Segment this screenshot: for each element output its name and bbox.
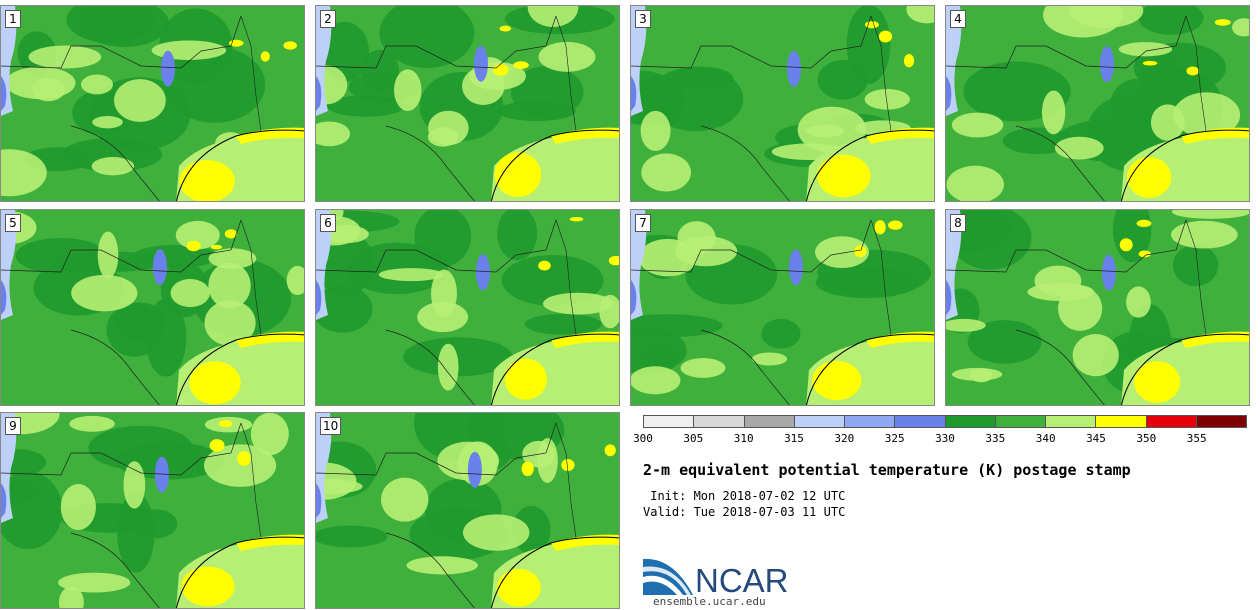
stamp-panel-3: 3 bbox=[630, 5, 935, 202]
stamp-map bbox=[1, 210, 304, 405]
stamp-panel-2: 2 bbox=[315, 5, 620, 202]
colorbar-tick-label: 335 bbox=[985, 432, 1006, 445]
colorbar-segment bbox=[945, 416, 996, 427]
colorbar-tick-label: 340 bbox=[1035, 432, 1056, 445]
stamp-panel-8: 8 bbox=[945, 209, 1250, 406]
init-time: Init: Mon 2018-07-02 12 UTC bbox=[643, 489, 846, 503]
colorbar-tick-label: 355 bbox=[1186, 432, 1207, 445]
stamp-map bbox=[1, 413, 304, 608]
stamp-panel-1: 1 bbox=[0, 5, 305, 202]
colorbar-tick-label: 325 bbox=[884, 432, 905, 445]
colorbar-ticks: 300 305 310 315 320 325 330 335 340 345 350 355 bbox=[633, 432, 1247, 446]
colorbar-tick-label: 350 bbox=[1136, 432, 1157, 445]
colorbar-segment bbox=[845, 416, 896, 427]
stamp-map bbox=[631, 6, 934, 201]
stamp-panel-9: 9 bbox=[0, 412, 305, 609]
colorbar-segment bbox=[895, 416, 946, 427]
logo-url: ensemble.ucar.edu bbox=[653, 595, 766, 608]
stamp-map bbox=[946, 210, 1249, 405]
stamp-number: 2 bbox=[320, 10, 336, 28]
stamp-map bbox=[316, 413, 619, 608]
colorbar-segment bbox=[744, 416, 795, 427]
stamp-number: 9 bbox=[5, 417, 21, 435]
stamp-number: 4 bbox=[950, 10, 966, 28]
stamp-map bbox=[946, 6, 1249, 201]
colorbar-segment bbox=[995, 416, 1046, 427]
stamp-number: 3 bbox=[635, 10, 651, 28]
colorbar-tick-label: 305 bbox=[683, 432, 704, 445]
colorbar-tick-label: 320 bbox=[834, 432, 855, 445]
stamp-number: 10 bbox=[320, 417, 342, 435]
stamp-panel-4: 4 bbox=[945, 5, 1250, 202]
colorbar-segment bbox=[1096, 416, 1147, 427]
colorbar-tick-label: 330 bbox=[935, 432, 955, 445]
colorbar-segment bbox=[1196, 416, 1246, 427]
stamp-number: 5 bbox=[5, 214, 21, 232]
colorbar bbox=[643, 415, 1247, 428]
ncar-logo: NCAR bbox=[643, 558, 789, 595]
figure-title: 2-m equivalent potential temperature (K)… bbox=[643, 461, 1131, 479]
logo-wordmark: NCAR bbox=[695, 562, 789, 595]
colorbar-segment bbox=[1146, 416, 1197, 427]
stamp-map bbox=[631, 210, 934, 405]
colorbar-tick-label: 315 bbox=[784, 432, 804, 445]
stamp-number: 1 bbox=[5, 10, 21, 28]
colorbar-segment bbox=[1046, 416, 1097, 427]
stamp-number: 6 bbox=[320, 214, 336, 232]
stamp-panel-7: 7 bbox=[630, 209, 935, 406]
stamp-map bbox=[316, 210, 619, 405]
colorbar-tick-label: 300 bbox=[633, 432, 653, 445]
stamp-map bbox=[1, 6, 304, 201]
colorbar-segment bbox=[644, 416, 695, 427]
colorbar-tick-label: 310 bbox=[733, 432, 754, 445]
stamp-panel-5: 5 bbox=[0, 209, 305, 406]
colorbar-segment bbox=[794, 416, 845, 427]
colorbar-tick-label: 345 bbox=[1086, 432, 1106, 445]
stamp-number: 7 bbox=[635, 214, 651, 232]
stamp-panel-10: 10 bbox=[315, 412, 620, 609]
stamp-panel-6: 6 bbox=[315, 209, 620, 406]
stamp-number: 8 bbox=[950, 214, 966, 232]
colorbar-segment bbox=[694, 416, 745, 427]
valid-time: Valid: Tue 2018-07-03 11 UTC bbox=[643, 505, 846, 519]
stamp-map bbox=[316, 6, 619, 201]
